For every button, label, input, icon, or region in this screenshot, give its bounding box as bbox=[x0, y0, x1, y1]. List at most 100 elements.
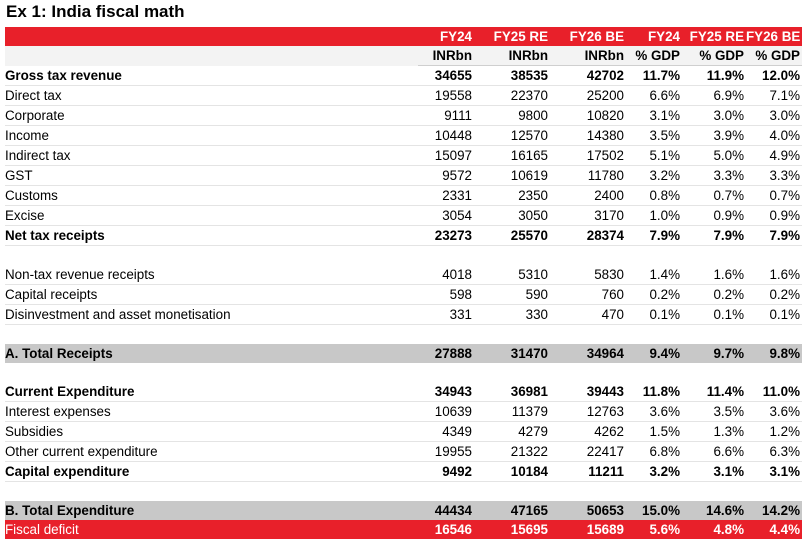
row-label: GST bbox=[5, 165, 418, 186]
cell-value: 4.4% bbox=[746, 520, 802, 539]
cell-value bbox=[682, 246, 746, 266]
row-label: Corporate bbox=[5, 105, 418, 126]
cell-value: 15097 bbox=[418, 145, 474, 166]
cell-value: 6.8% bbox=[626, 441, 682, 462]
cell-value bbox=[550, 246, 626, 266]
row-label: Other current expenditure bbox=[5, 441, 418, 462]
unit-header: % GDP bbox=[746, 46, 802, 66]
column-header bbox=[5, 27, 418, 46]
cell-value: 4.9% bbox=[746, 145, 802, 166]
cell-value: 3054 bbox=[418, 205, 474, 226]
cell-value bbox=[626, 325, 682, 345]
cell-value bbox=[550, 325, 626, 345]
header-row-years: FY24 FY25 RE FY26 BE FY24 FY25 RE FY26 BE bbox=[5, 27, 802, 46]
cell-value: 0.9% bbox=[682, 205, 746, 226]
table-row: Capital receipts 598 590 760 0.2% 0.2% 0.2% bbox=[5, 284, 802, 305]
table-row: Corporate 9111 9800 10820 3.1% 3.0% 3.0% bbox=[5, 105, 802, 126]
row-label: Current Expenditure bbox=[5, 382, 418, 402]
cell-value: 16165 bbox=[474, 145, 550, 166]
column-header: FY26 BE bbox=[550, 27, 626, 46]
cell-value: 9111 bbox=[418, 105, 474, 126]
cell-value: 22370 bbox=[474, 85, 550, 106]
cell-value: 16546 bbox=[418, 520, 474, 539]
cell-value: 23273 bbox=[418, 225, 474, 246]
table-row: B. Total Expenditure 44434 47165 50653 15.0%… bbox=[5, 501, 802, 520]
row-label: B. Total Expenditure bbox=[5, 501, 418, 520]
cell-value bbox=[746, 482, 802, 502]
cell-value: 1.6% bbox=[682, 265, 746, 285]
cell-value: 3.5% bbox=[626, 125, 682, 146]
cell-value: 4.8% bbox=[682, 520, 746, 539]
cell-value: 34943 bbox=[418, 382, 474, 402]
cell-value: 19955 bbox=[418, 441, 474, 462]
cell-value: 12.0% bbox=[746, 65, 802, 86]
cell-value: 1.5% bbox=[626, 421, 682, 442]
unit-header: % GDP bbox=[626, 46, 682, 66]
cell-value: 17502 bbox=[550, 145, 626, 166]
cell-value: 11.4% bbox=[682, 382, 746, 402]
unit-header: INRbn bbox=[474, 46, 550, 66]
cell-value: 10619 bbox=[474, 165, 550, 186]
cell-value: 11379 bbox=[474, 401, 550, 422]
cell-value: 6.6% bbox=[682, 441, 746, 462]
table-row: Net tax receipts 23273 25570 28374 7.9% 7.9% 7… bbox=[5, 225, 802, 246]
cell-value: 11780 bbox=[550, 165, 626, 186]
cell-value: 6.3% bbox=[746, 441, 802, 462]
cell-value: 10448 bbox=[418, 125, 474, 146]
cell-value: 0.7% bbox=[746, 185, 802, 206]
cell-value bbox=[626, 482, 682, 502]
cell-value: 9.7% bbox=[682, 344, 746, 363]
cell-value bbox=[682, 482, 746, 502]
cell-value: 15.0% bbox=[626, 501, 682, 520]
unit-header bbox=[5, 46, 418, 66]
table-row: Disinvestment and asset monetisation 331 3… bbox=[5, 304, 802, 325]
row-label: Direct tax bbox=[5, 85, 418, 106]
table-row: Interest expenses 10639 11379 12763 3.6% 3.5%… bbox=[5, 401, 802, 422]
cell-value: 5310 bbox=[474, 265, 550, 285]
cell-value bbox=[682, 325, 746, 345]
cell-value bbox=[626, 363, 682, 382]
cell-value: 12570 bbox=[474, 125, 550, 146]
cell-value: 9800 bbox=[474, 105, 550, 126]
cell-value: 11.8% bbox=[626, 382, 682, 402]
unit-header: INRbn bbox=[550, 46, 626, 66]
cell-value: 27888 bbox=[418, 344, 474, 363]
cell-value: 0.2% bbox=[682, 284, 746, 305]
table-row: Direct tax 19558 22370 25200 6.6% 6.9% 7.1% bbox=[5, 85, 802, 106]
cell-value: 3.6% bbox=[626, 401, 682, 422]
column-header: FY24 bbox=[418, 27, 474, 46]
cell-value: 598 bbox=[418, 284, 474, 305]
cell-value: 5.1% bbox=[626, 145, 682, 166]
cell-value: 3.3% bbox=[682, 165, 746, 186]
row-label: Capital expenditure bbox=[5, 461, 418, 482]
cell-value bbox=[474, 246, 550, 266]
cell-value: 3.5% bbox=[682, 401, 746, 422]
cell-value bbox=[474, 325, 550, 345]
cell-value bbox=[626, 246, 682, 266]
cell-value: 6.9% bbox=[682, 85, 746, 106]
row-label: Disinvestment and asset monetisation bbox=[5, 304, 418, 325]
cell-value: 4.0% bbox=[746, 125, 802, 146]
table-row: Customs 2331 2350 2400 0.8% 0.7% 0.7% bbox=[5, 185, 802, 206]
cell-value: 1.6% bbox=[746, 265, 802, 285]
cell-value: 3170 bbox=[550, 205, 626, 226]
cell-value: 0.2% bbox=[746, 284, 802, 305]
cell-value: 3.6% bbox=[746, 401, 802, 422]
cell-value: 39443 bbox=[550, 382, 626, 402]
cell-value: 1.3% bbox=[682, 421, 746, 442]
cell-value: 4349 bbox=[418, 421, 474, 442]
cell-value: 0.1% bbox=[626, 304, 682, 325]
cell-value: 11.7% bbox=[626, 65, 682, 86]
cell-value: 4262 bbox=[550, 421, 626, 442]
cell-value bbox=[550, 363, 626, 382]
row-label: Fiscal deficit bbox=[5, 520, 418, 539]
cell-value: 3050 bbox=[474, 205, 550, 226]
header-row-units: INRbn INRbn INRbn% GDP% GDP% GDP bbox=[5, 46, 802, 66]
cell-value bbox=[418, 482, 474, 502]
cell-value: 590 bbox=[474, 284, 550, 305]
cell-value: 28374 bbox=[550, 225, 626, 246]
cell-value: 7.9% bbox=[746, 225, 802, 246]
cell-value: 4279 bbox=[474, 421, 550, 442]
cell-value: 25200 bbox=[550, 85, 626, 106]
cell-value: 3.1% bbox=[682, 461, 746, 482]
